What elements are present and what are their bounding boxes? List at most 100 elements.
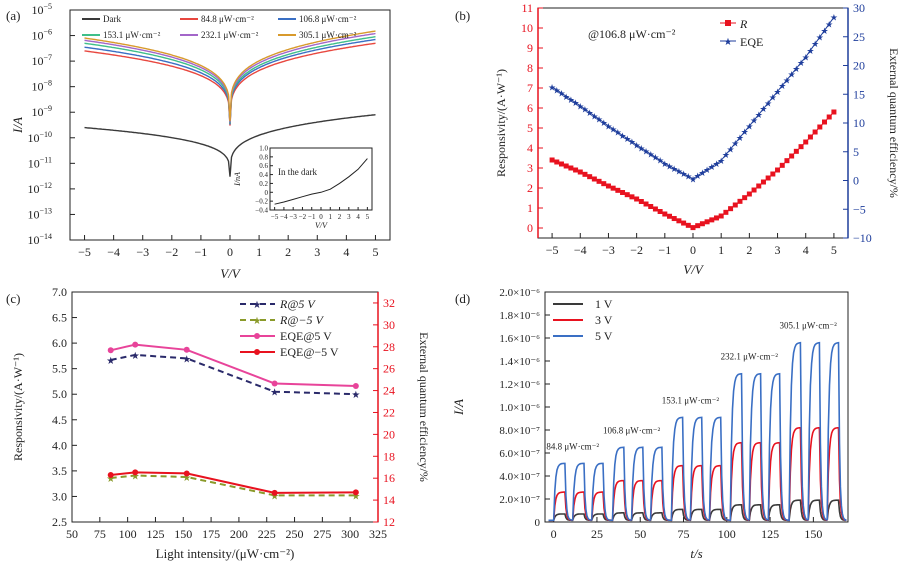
panel-b-marker-r — [652, 206, 658, 212]
panel-b-yrtick-label: 15 — [853, 87, 865, 101]
panel-a-xlabel: V/V — [220, 266, 242, 281]
panel-c-marker — [132, 469, 139, 476]
panel-a-inset-box — [269, 147, 373, 211]
panel-b-marker-eqe: ★ — [651, 153, 659, 163]
panel-c-xtick-label: 75 — [94, 527, 106, 541]
panel-a-series-1 — [84, 42, 376, 126]
panel-d-group-label: 153.1 μW·cm⁻² — [662, 395, 720, 405]
panel-b-marker-r — [742, 195, 748, 201]
panel-b-marker-r — [629, 194, 635, 200]
panel-b-marker-r — [793, 148, 799, 154]
panel-c-marker: ★ — [270, 388, 279, 399]
panel-c-yrtick-label: 22 — [383, 405, 395, 419]
panel-c-ylabel-left: Responsivity/(A·W⁻¹) — [11, 353, 25, 461]
panel-b-marker-r — [549, 157, 555, 163]
panel-b-marker-eqe: ★ — [727, 144, 735, 154]
panel-d-group-label: 84.8 μW·cm⁻² — [546, 441, 599, 451]
panel-b-marker-r — [718, 213, 724, 219]
panel-b-xtick-label: −4 — [574, 243, 587, 257]
panel-c-yltick-label: 6.0 — [52, 336, 67, 350]
panel-c-xtick-label: 200 — [230, 527, 248, 541]
panel-b-yltick-label: 8 — [527, 61, 533, 75]
panel-a-inset-ytick-label: −0.2 — [255, 198, 268, 206]
panel-b-marker-eqe: ★ — [562, 92, 570, 102]
panel-a-xtick-label: 4 — [343, 245, 349, 259]
panel-b-marker-r — [704, 219, 710, 225]
panel-b-yrtick-label: −5 — [853, 202, 866, 216]
panel-b-marker-r — [817, 124, 823, 130]
panel-a-inset-ylabel: I/nA — [233, 172, 242, 187]
panel-b-xtick-label: 5 — [831, 243, 837, 257]
panel-b-marker-r — [591, 176, 597, 182]
panel-b-marker-eqe: ★ — [731, 139, 739, 149]
panel-c-legend-marker — [254, 349, 260, 355]
panel-b-marker-r — [643, 201, 649, 207]
panel-c-yrtick-label: 32 — [383, 296, 395, 310]
panel-a-ytick-label: 10−9 — [31, 104, 52, 119]
panel-b-marker-eqe: ★ — [665, 161, 673, 171]
panel-b-marker-r — [582, 171, 588, 177]
panel-c-yltick-label: 7.0 — [52, 285, 67, 299]
panel-b-marker-eqe: ★ — [778, 81, 786, 91]
panel-a-series-2 — [84, 38, 376, 125]
panel-a-ytick-label: 10−14 — [27, 232, 52, 247]
panel-b-yrtick-label: 25 — [853, 30, 865, 44]
panel-b-marker-eqe: ★ — [609, 125, 617, 135]
panel-b-marker-eqe: ★ — [572, 98, 580, 108]
panel-d-ytick-label: 0 — [535, 517, 541, 529]
panel-b-marker-eqe: ★ — [741, 127, 749, 137]
panel-b-marker-eqe: ★ — [755, 110, 763, 120]
panel-a-inset-line — [274, 158, 368, 205]
panel-c-xtick-label: 100 — [119, 527, 137, 541]
panel-c-xtick-label: 275 — [313, 527, 331, 541]
panel-a-inset-xtick-label: 1 — [329, 213, 333, 221]
panel-c-legend-marker: ★ — [253, 316, 262, 327]
panel-d-xtick-label: 50 — [634, 527, 646, 541]
panel-b-marker-eqe: ★ — [820, 26, 828, 36]
panel-b-marker-r — [676, 218, 682, 224]
panel-d-series-0 — [548, 499, 847, 522]
panel-a-ytick-label: 10−10 — [27, 130, 52, 145]
panel-b-marker-eqe: ★ — [548, 82, 556, 92]
panel-b-marker-eqe: ★ — [797, 58, 805, 68]
panel-b-marker-eqe: ★ — [619, 131, 627, 141]
panel-a-inset-xtick-label: 3 — [347, 213, 351, 221]
panel-c-yrtick-label: 30 — [383, 318, 395, 332]
panel-c-marker: ★ — [351, 390, 360, 401]
panel-b-xtick-label: −1 — [658, 243, 671, 257]
panel-a-ytick-label: 10−6 — [31, 28, 52, 43]
panel-b-marker-r — [723, 209, 729, 215]
panel-d-series-1 — [548, 426, 847, 522]
panel-b-marker-eqe: ★ — [576, 101, 584, 111]
panel-b-xtick-label: 2 — [746, 243, 752, 257]
panel-c-marker — [107, 471, 114, 478]
panel-b-marker-r — [573, 167, 579, 173]
panel-b-marker-r — [620, 190, 626, 195]
panel-a-ytick-label: 10−8 — [31, 79, 52, 94]
panel-c-marker — [132, 341, 139, 348]
panel-a-inset-xtick-label: −4 — [280, 213, 288, 221]
panel-c-yltick-label: 3.5 — [52, 464, 67, 478]
panel-b-marker-r — [662, 211, 668, 217]
panel-c-yrtick-label: 28 — [383, 340, 395, 354]
panel-a-legend-label: 305.1 μW·cm⁻² — [299, 30, 357, 40]
panel-d-xlabel: t/s — [690, 546, 702, 561]
panel-b-marker-eqe: ★ — [717, 156, 725, 166]
panel-d-series-2 — [548, 341, 847, 522]
panel-a-series-5 — [84, 30, 376, 122]
panel-b-marker-r — [558, 161, 564, 167]
panel-b-marker-r — [709, 217, 715, 223]
panel-b-marker-r — [615, 187, 621, 193]
panel-b-series-line-1 — [551, 16, 835, 180]
panel-d-ytick-label: 2.0×10⁻⁷ — [499, 494, 540, 506]
panel-a-series-0 — [84, 114, 376, 177]
panel-a-ytick-label: 10−13 — [27, 206, 52, 221]
panel-d-legend-label: 5 V — [595, 329, 613, 343]
panel-c-xtick-label: 300 — [341, 527, 359, 541]
panel-b-yltick-label: 6 — [527, 101, 533, 115]
panel-a-legend-label: Dark — [103, 14, 121, 24]
panel-a-inset-ytick-label: 0.2 — [259, 180, 268, 188]
panel-d-ytick-label: 4.0×10⁻⁷ — [499, 471, 540, 483]
panel-c-xtick-label: 175 — [202, 527, 220, 541]
panel-b-legend-label-eqe: EQE — [740, 35, 763, 49]
